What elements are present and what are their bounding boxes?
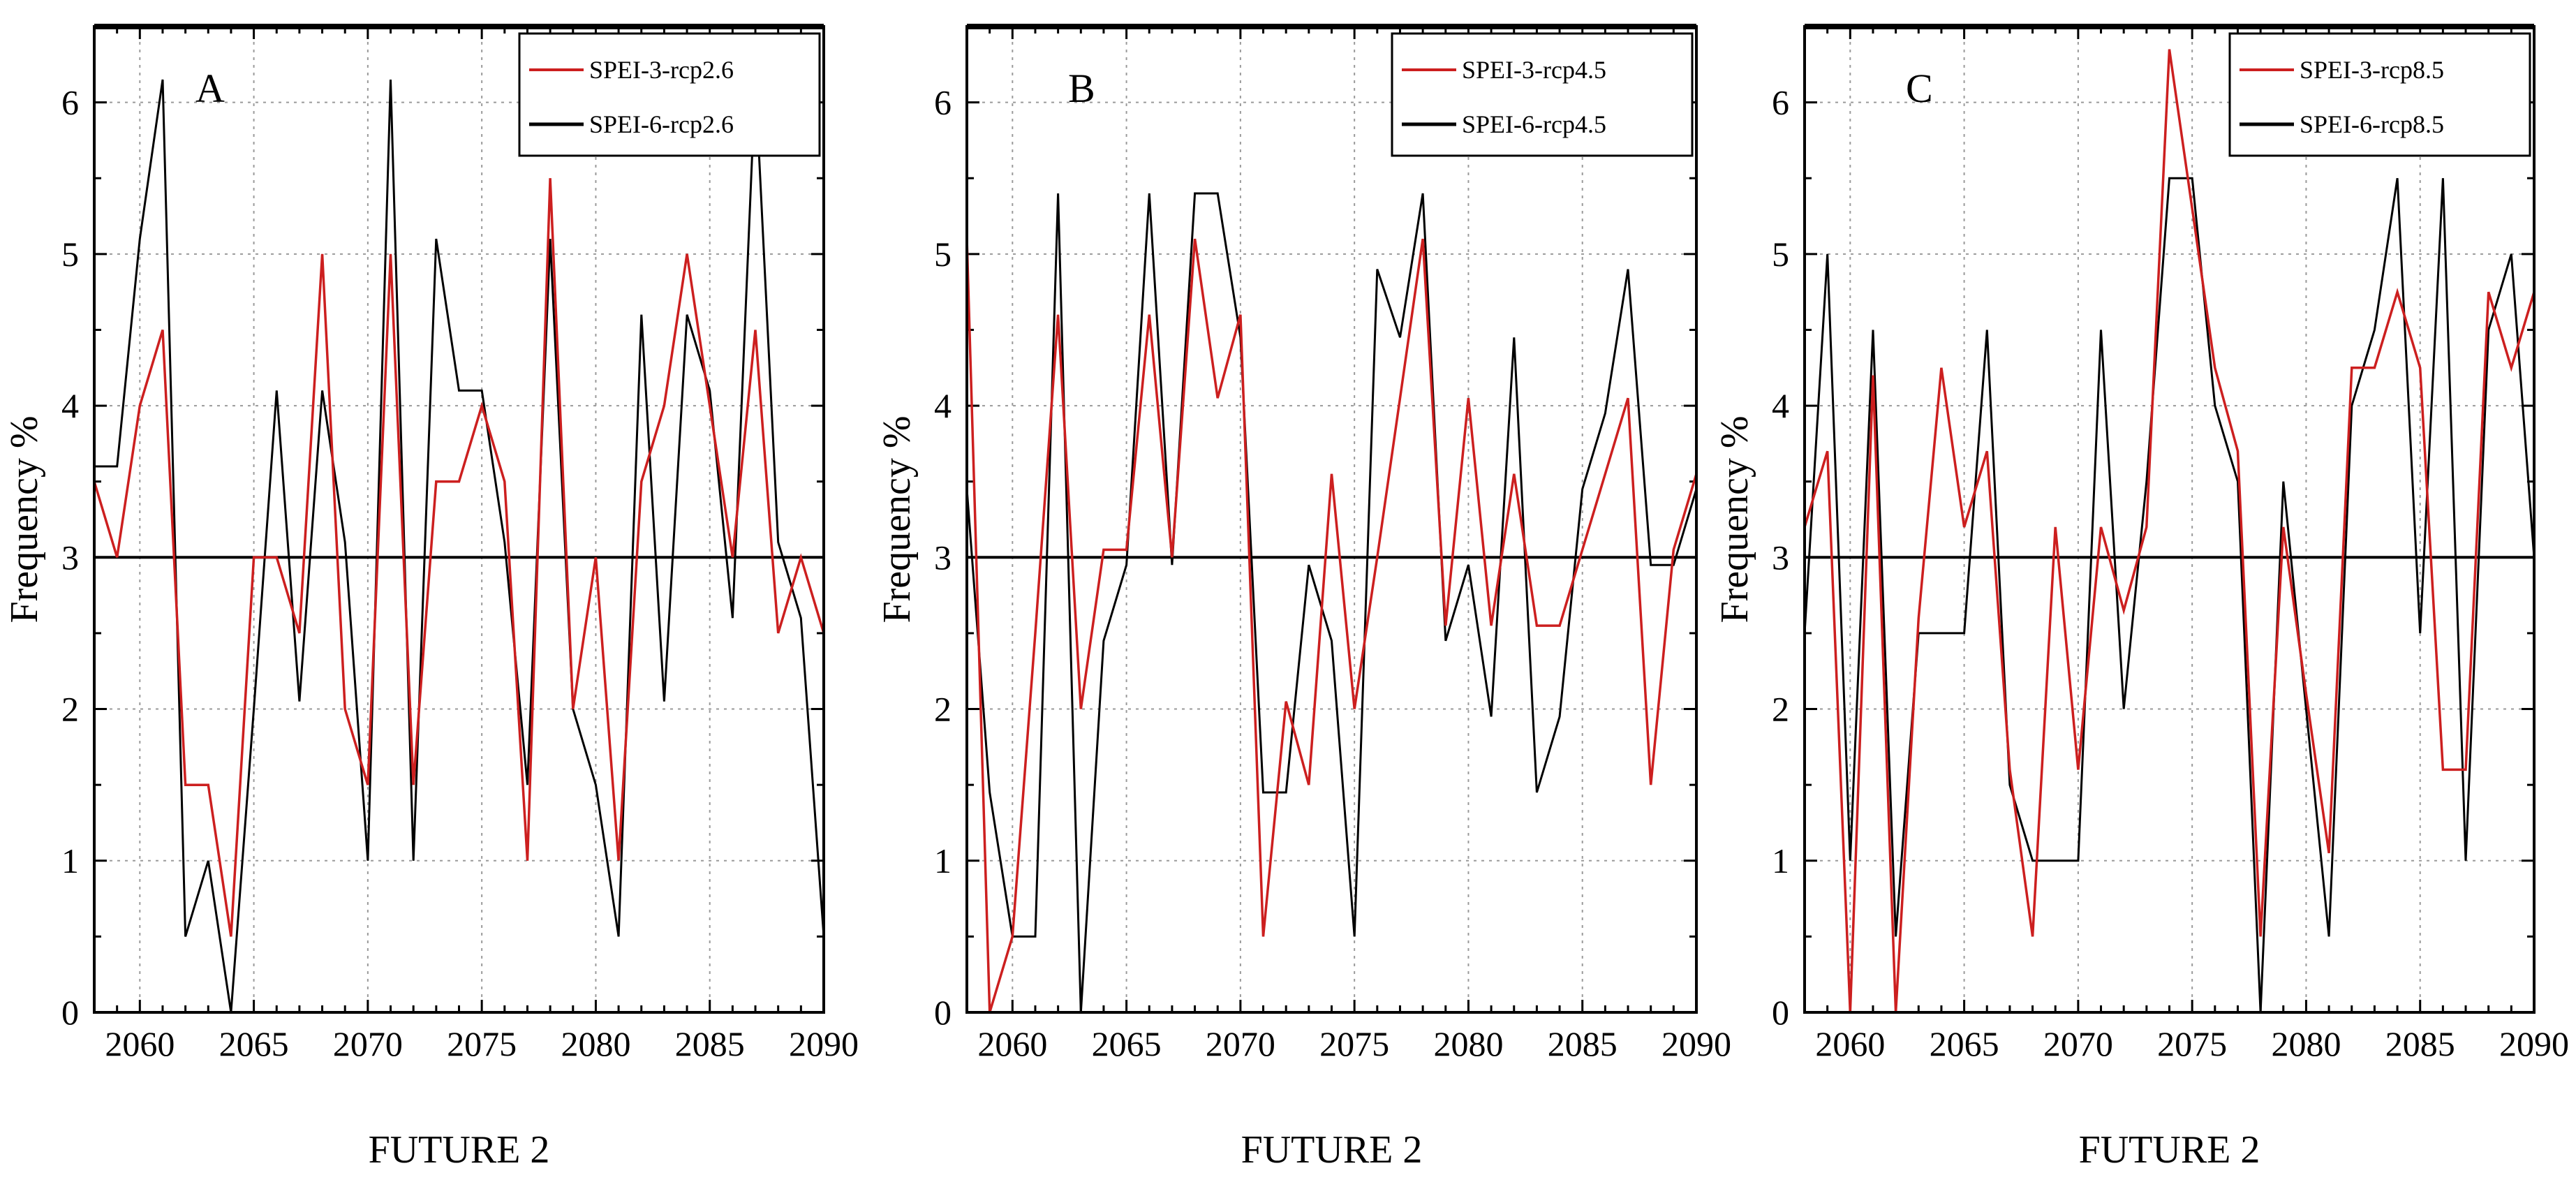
x-tick-label: 2060 [977,1024,1047,1063]
y-tick-label: 4 [934,386,952,425]
panel-label: A [195,66,225,111]
y-tick-label: 2 [61,690,79,729]
legend-label: SPEI-6-rcp4.5 [1462,110,1606,138]
y-tick-label: 1 [934,841,952,880]
y-tick-label: 1 [1772,841,1789,880]
x-axis-title: FUTURE 2 [369,1128,550,1172]
panel-b: 2060 2065 2070 2075 2080 2085 2090 0 1 2 3 4 5 6 B SPEI… [875,24,1731,1172]
y-tick-label: 2 [1772,690,1789,729]
y-tick-label: 4 [61,386,79,425]
x-tick-label: 2070 [333,1024,403,1063]
plot-frame [93,25,825,1014]
y-tick-label: 3 [61,538,79,577]
x-tick-label: 2065 [1930,1024,1999,1063]
y-tick-label: 5 [934,235,952,274]
series-line-spei-6 [94,79,825,1013]
legend-label: SPEI-6-rcp2.6 [589,110,734,138]
x-axis-title: FUTURE 2 [1241,1128,1423,1172]
y-tick-label: 6 [61,83,79,122]
x-tick-label: 2080 [561,1024,630,1063]
y-axis-title: Frequency % [1713,415,1756,623]
y-tick-label: 0 [61,993,79,1032]
x-tick-label: 2060 [1815,1024,1885,1063]
x-tick-label: 2065 [1092,1024,1162,1063]
y-tick-label: 3 [934,538,952,577]
x-tick-label: 2060 [105,1024,175,1063]
x-tick-label: 2090 [1661,1024,1731,1063]
x-tick-label: 2065 [219,1024,289,1063]
x-axis-title: FUTURE 2 [2079,1128,2260,1172]
x-tick-label: 2080 [2271,1024,2341,1063]
panel-a: 2060 2065 2070 2075 2080 2085 2090 0 1 2 3 4 5 6 A SPEI… [3,24,859,1172]
y-tick-label: 0 [1772,993,1789,1032]
y-axis-title: Frequency % [875,415,919,623]
y-tick-label: 6 [1772,83,1789,122]
y-tick-label: 4 [1772,386,1789,425]
panel-label: C [1906,66,1933,111]
series-line-spei-3 [965,238,1698,1013]
legend-box [1391,32,1694,157]
x-tick-label: 2090 [789,1024,859,1063]
x-tick-label: 2070 [2043,1024,2113,1063]
x-tick-label: 2090 [2499,1024,2569,1063]
y-tick-label: 3 [1772,538,1789,577]
x-tick-label: 2070 [1206,1024,1275,1063]
panel-label: B [1068,66,1095,111]
series-line-spei-3 [93,178,825,937]
y-tick-label: 5 [61,235,79,274]
series-line-spei-6 [965,192,1698,1013]
legend-label: SPEI-3-rcp2.6 [589,56,734,84]
x-tick-label: 2075 [447,1024,517,1063]
y-tick-label: 1 [61,841,79,880]
legend-label: SPEI-3-rcp8.5 [2300,56,2444,84]
legend-label: SPEI-6-rcp8.5 [2300,110,2444,138]
y-tick-label: 0 [934,993,952,1032]
x-tick-label: 2075 [1319,1024,1389,1063]
legend-label: SPEI-3-rcp4.5 [1462,56,1606,84]
series-line-spei-3 [1803,49,2536,1013]
y-tick-label: 5 [1772,235,1789,274]
series-line-spei-6 [1803,177,2536,1013]
x-tick-label: 2085 [1548,1024,1618,1063]
x-tick-label: 2075 [2157,1024,2227,1063]
x-tick-label: 2085 [2385,1024,2455,1063]
legend-box [518,32,821,157]
y-tick-label: 2 [934,690,952,729]
plot-frame [1803,25,2536,1014]
y-tick-label: 6 [934,83,952,122]
y-axis-title: Frequency % [3,415,46,623]
x-tick-label: 2085 [675,1024,745,1063]
legend-box [2228,32,2531,157]
x-tick-label: 2080 [1433,1024,1503,1063]
panel-c: 2060 2065 2070 2075 2080 2085 2090 0 1 2 3 4 5 6 C SPEI… [1713,24,2569,1172]
